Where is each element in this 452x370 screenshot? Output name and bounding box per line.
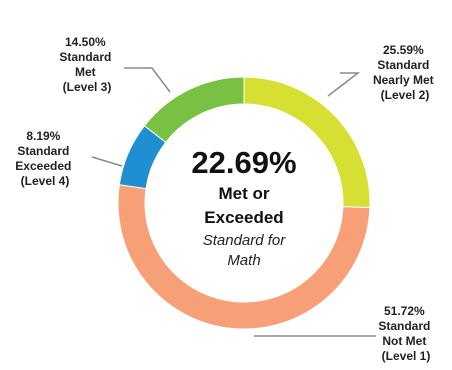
leader-line-level4: [91, 156, 123, 167]
slice-label-level3: 14.50% Standard Met (Level 3): [59, 35, 114, 94]
slice-level3: [143, 76, 245, 144]
donut-slices: [117, 76, 371, 330]
center-line-2: Exceeded: [204, 208, 283, 227]
leader-line-level3: [124, 67, 171, 93]
slice-label-level2: 25.59% Standard Nearly Met (Level 2): [373, 43, 437, 102]
center-line-4: Math: [227, 252, 260, 269]
center-line-1: Met or: [219, 184, 270, 203]
leader-line-level2: [327, 72, 361, 97]
center-percent: 22.69%: [191, 145, 296, 180]
center-line-3: Standard for: [203, 232, 287, 249]
slice-label-level4: 8.19% Standard Exceeded (Level 4): [15, 129, 74, 188]
slice-level1: [117, 184, 371, 330]
slice-label-level1: 51.72% Standard Not Met (Level 1): [378, 304, 433, 363]
